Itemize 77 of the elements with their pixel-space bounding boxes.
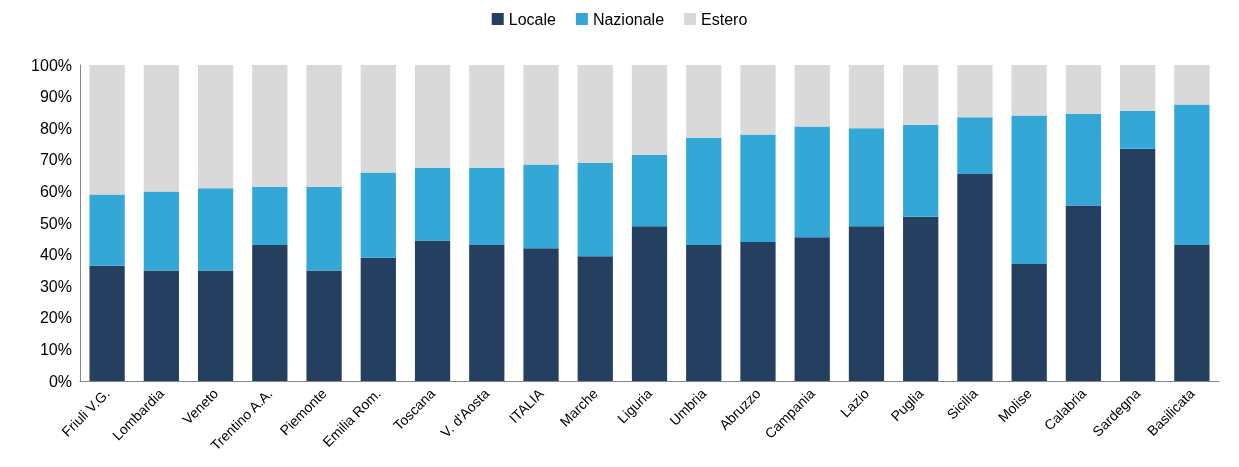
- bar: [631, 226, 668, 381]
- y-tick-label: 10%: [39, 340, 72, 358]
- bar: [523, 164, 559, 249]
- y-tick-label: 20%: [39, 309, 72, 327]
- bar: [89, 65, 125, 195]
- bar: [1174, 104, 1210, 246]
- bar: [848, 65, 885, 129]
- y-tick-label: 50%: [39, 214, 72, 232]
- bar: [957, 174, 993, 381]
- bar: [469, 65, 505, 168]
- bar: [794, 237, 830, 381]
- bar: [306, 186, 342, 271]
- bar: [1120, 148, 1156, 381]
- bar: [686, 245, 722, 381]
- bar: [957, 117, 993, 175]
- bar: [1120, 110, 1156, 149]
- bar: [794, 126, 830, 238]
- bar: [848, 128, 885, 227]
- bar: [794, 65, 830, 127]
- y-tick-label: 30%: [39, 277, 72, 295]
- bar: [306, 65, 342, 187]
- bar: [252, 245, 288, 381]
- bar: [360, 65, 396, 173]
- y-tick-label: 0%: [48, 372, 72, 390]
- y-tick-label: 80%: [39, 119, 72, 137]
- bar: [197, 270, 234, 381]
- bar: [686, 65, 722, 138]
- bar: [740, 134, 776, 242]
- bar: [903, 65, 939, 126]
- bar: [143, 270, 179, 381]
- bar: [1120, 65, 1156, 111]
- bar: [469, 245, 505, 381]
- bar: [903, 125, 939, 217]
- bar: [577, 162, 613, 257]
- bar: [686, 137, 722, 246]
- bar: [1174, 65, 1210, 105]
- bar: [89, 194, 125, 266]
- bar: [848, 226, 885, 381]
- bar: [903, 216, 939, 381]
- bar: [740, 241, 776, 381]
- bar: [89, 265, 125, 381]
- bar: [957, 65, 993, 118]
- bar: [252, 186, 288, 246]
- bar: [197, 188, 234, 271]
- y-tick-label: 60%: [39, 182, 72, 200]
- legend-label: Locale: [508, 10, 556, 28]
- bar: [631, 155, 668, 227]
- y-tick-label: 90%: [39, 88, 72, 106]
- bar: [143, 65, 179, 192]
- bar: [143, 191, 179, 271]
- bar: [414, 167, 451, 241]
- bar: [1011, 65, 1047, 116]
- bar: [360, 172, 396, 258]
- bar: [252, 65, 288, 187]
- bar: [631, 65, 668, 156]
- bar: [740, 65, 776, 135]
- bar: [1011, 264, 1047, 381]
- bar: [1065, 65, 1102, 114]
- bar: [360, 257, 396, 381]
- bar: [1065, 113, 1102, 206]
- bar: [1065, 205, 1102, 381]
- bar: [577, 65, 613, 163]
- bar: [414, 240, 451, 381]
- bar: [306, 270, 342, 381]
- y-tick-label: 70%: [39, 151, 72, 169]
- bar: [414, 65, 451, 168]
- y-tick-label: 100%: [31, 56, 72, 74]
- bar: [577, 256, 613, 381]
- bar: [1011, 115, 1047, 265]
- bar: [523, 248, 559, 381]
- bar: [1174, 245, 1210, 381]
- legend-label: Estero: [701, 10, 748, 28]
- bar: [469, 167, 505, 246]
- bar: [197, 65, 234, 189]
- bar: [523, 65, 559, 165]
- legend-label: Nazionale: [592, 10, 665, 28]
- y-tick-label: 40%: [39, 246, 72, 264]
